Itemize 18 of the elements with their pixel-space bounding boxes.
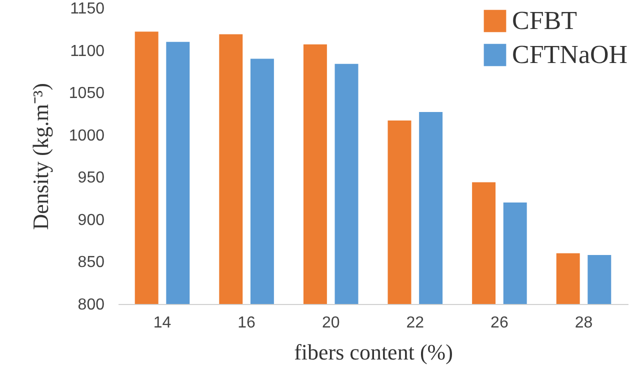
x-tick-label: 22 [406, 314, 424, 332]
y-axis-title: Density (kg.m⁻³) [28, 83, 53, 230]
legend-label: CFTNaOH [512, 40, 628, 69]
y-tick-label: 950 [78, 170, 105, 187]
x-tick-label: 26 [490, 314, 508, 332]
x-tick-label: 20 [322, 314, 340, 332]
y-tick-label: 1050 [68, 85, 105, 102]
y-tick-label: 900 [78, 212, 105, 229]
y-tick-label: 1000 [68, 127, 105, 144]
y-tick-label: 1150 [70, 0, 105, 18]
x-axis-title: fibers content (%) [294, 340, 453, 364]
y-tick-label: 850 [78, 254, 105, 272]
x-tick-label: 16 [238, 314, 256, 332]
y-tick-label: 800 [78, 296, 105, 314]
x-tick-label: 28 [574, 314, 593, 332]
legend-label: CFBT [512, 6, 578, 35]
y-tick-label: 1100 [70, 42, 105, 60]
x-tick-label: 14 [153, 314, 172, 332]
